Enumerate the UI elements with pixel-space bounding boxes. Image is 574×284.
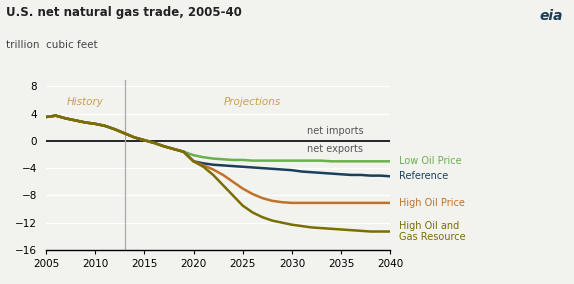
Text: High Oil and
Gas Resource: High Oil and Gas Resource xyxy=(399,221,466,242)
Text: net exports: net exports xyxy=(307,144,363,154)
Text: trillion  cubic feet: trillion cubic feet xyxy=(6,40,98,50)
Text: eia: eia xyxy=(539,9,563,22)
Text: U.S. net natural gas trade, 2005-40: U.S. net natural gas trade, 2005-40 xyxy=(6,6,242,19)
Text: Projections: Projections xyxy=(224,97,281,106)
Text: net imports: net imports xyxy=(307,126,363,136)
Text: History: History xyxy=(67,97,104,106)
Text: Low Oil Price: Low Oil Price xyxy=(399,156,461,166)
Text: High Oil Price: High Oil Price xyxy=(399,198,465,208)
Text: Reference: Reference xyxy=(399,171,448,181)
